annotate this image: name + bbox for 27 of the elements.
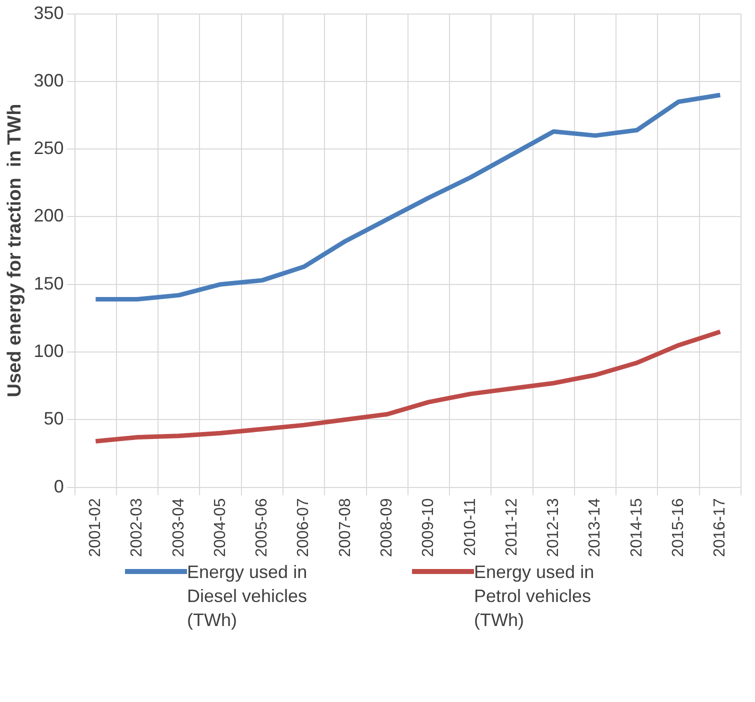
- x-tick-label: 2005-06: [254, 498, 271, 557]
- y-tick-label: 100: [34, 340, 64, 361]
- x-tick-label: 2011-12: [503, 498, 520, 556]
- y-tick-label: 0: [54, 476, 64, 496]
- y-tick-label: 200: [34, 206, 64, 226]
- x-tick-label: 2013-14: [586, 498, 604, 557]
- y-tick-label: 150: [34, 273, 64, 294]
- x-tick-label: 2008-09: [378, 498, 396, 557]
- y-tick-label: 350: [34, 2, 64, 23]
- x-tick-label: 2003-04: [170, 498, 188, 557]
- x-tick-label: 2002-03: [128, 498, 146, 557]
- x-tick-label: 2007-08: [336, 498, 354, 557]
- x-tick-label: 2015-16: [670, 498, 687, 557]
- legend-label: Energy used in Diesel vehicles (TWh): [187, 561, 308, 632]
- x-tick-label: 2014-15: [628, 498, 646, 557]
- x-tick-label: 2004-05: [212, 498, 229, 557]
- x-tick-label: 2016-17: [712, 498, 729, 557]
- y-tick-label: 250: [34, 138, 64, 158]
- x-tick-label: 2006-07: [295, 498, 312, 557]
- x-tick-label: 2009-10: [420, 498, 438, 557]
- x-tick-label: 2001-02: [87, 498, 104, 557]
- y-tick-label: 300: [34, 70, 64, 90]
- y-tick-label: 50: [44, 408, 64, 429]
- y-axis-title: Used energy for traction in TWh: [4, 104, 26, 398]
- x-tick-label: 2010-11: [462, 498, 479, 556]
- legend-label: Energy used in Petrol vehicles (TWh): [474, 561, 596, 632]
- x-tick-label: 2012-13: [545, 498, 562, 557]
